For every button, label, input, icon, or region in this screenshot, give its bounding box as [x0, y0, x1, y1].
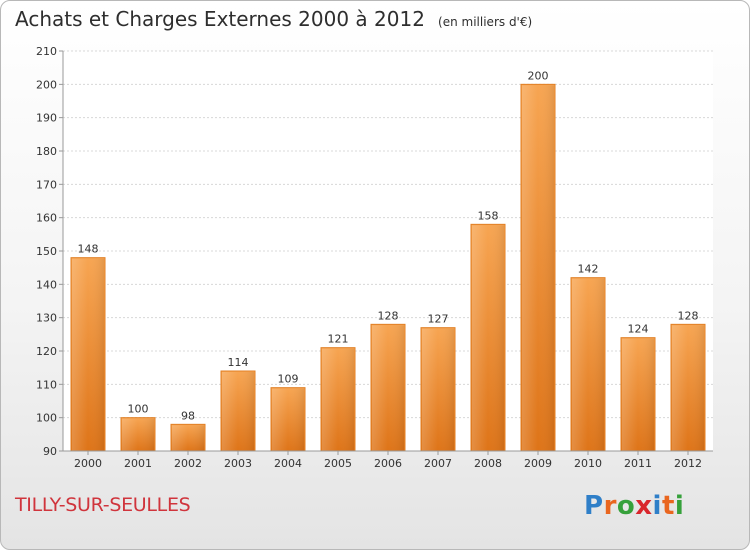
bar-value-label: 100	[128, 403, 149, 416]
x-tick-label: 2003	[224, 457, 252, 470]
bar-value-label: 98	[181, 409, 195, 422]
y-tick-label: 100	[36, 412, 57, 425]
bar-shine	[372, 325, 404, 451]
x-tick-label: 2009	[524, 457, 552, 470]
chart-title: Achats et Charges Externes 2000 à 2012 (…	[15, 7, 532, 31]
x-tick-label: 2008	[474, 457, 502, 470]
bar-shine	[72, 258, 104, 451]
bar-value-label: 114	[228, 356, 249, 369]
x-tick-label: 2000	[74, 457, 102, 470]
logo-letter: o	[616, 491, 636, 521]
place-name: TILLY-SUR-SEULLES	[15, 494, 191, 516]
proxiti-logo: Proxiti	[584, 491, 684, 521]
y-tick-label: 200	[36, 78, 57, 91]
y-tick-label: 110	[36, 378, 57, 391]
bars: 148 100 98 114 109 121 128 127 158 200 142 124 128	[70, 69, 706, 452]
y-tick-label: 160	[36, 212, 57, 225]
logo-letter: i	[652, 491, 662, 521]
x-tick-label: 2007	[424, 457, 452, 470]
bar-shine	[272, 388, 304, 451]
bar-value-label: 127	[428, 313, 449, 326]
bar-shine	[622, 338, 654, 451]
bar-shine	[222, 372, 254, 451]
y-tick-label: 170	[36, 178, 57, 191]
bar-shine	[472, 225, 504, 451]
y-tick-label: 150	[36, 245, 57, 258]
bar-shine	[422, 328, 454, 451]
logo-letter: t	[661, 491, 675, 521]
x-tick-label: 2001	[124, 457, 152, 470]
logo-letter: r	[603, 491, 617, 521]
x-tick-label: 2004	[274, 457, 302, 470]
y-tick-label: 140	[36, 278, 57, 291]
x-tick-label: 2006	[374, 457, 402, 470]
y-tick-label: 210	[36, 45, 57, 58]
bar-value-label: 142	[578, 263, 599, 276]
bar-value-label: 124	[628, 323, 649, 336]
logo-letter: i	[674, 491, 685, 521]
y-tick-label: 120	[36, 345, 57, 358]
x-tick-label: 2002	[174, 457, 202, 470]
y-tick-label: 190	[36, 112, 57, 125]
bar-value-label: 121	[328, 333, 349, 346]
bar-value-label: 128	[378, 309, 399, 322]
chart-title-text: Achats et Charges Externes 2000 à 2012	[15, 7, 425, 31]
y-tick-label: 180	[36, 145, 57, 158]
chart-unit: (en milliers d'€)	[438, 15, 533, 29]
y-tick-label: 130	[36, 312, 57, 325]
bar-value-label: 200	[528, 69, 549, 82]
axes: 90 100 110 120 130 140 150 160 170 180 190 200 210 20…	[36, 45, 713, 470]
bar-shine	[572, 278, 604, 451]
bar-value-label: 109	[278, 373, 299, 386]
x-tick-label: 2012	[674, 457, 702, 470]
x-tick-label: 2005	[324, 457, 352, 470]
bar-shine	[172, 425, 204, 451]
bar-shine	[522, 85, 554, 451]
bar-value-label: 148	[78, 243, 99, 256]
bar-value-label: 158	[478, 209, 499, 222]
bar-shine	[122, 418, 154, 451]
logo-letter: P	[584, 491, 604, 521]
bar-shine	[672, 325, 704, 451]
y-tick-label: 90	[43, 445, 57, 458]
x-tick-label: 2011	[624, 457, 652, 470]
logo-letter: x	[635, 491, 653, 521]
bar-value-label: 128	[678, 309, 699, 322]
x-tick-label: 2010	[574, 457, 602, 470]
bar-shine	[322, 348, 354, 451]
